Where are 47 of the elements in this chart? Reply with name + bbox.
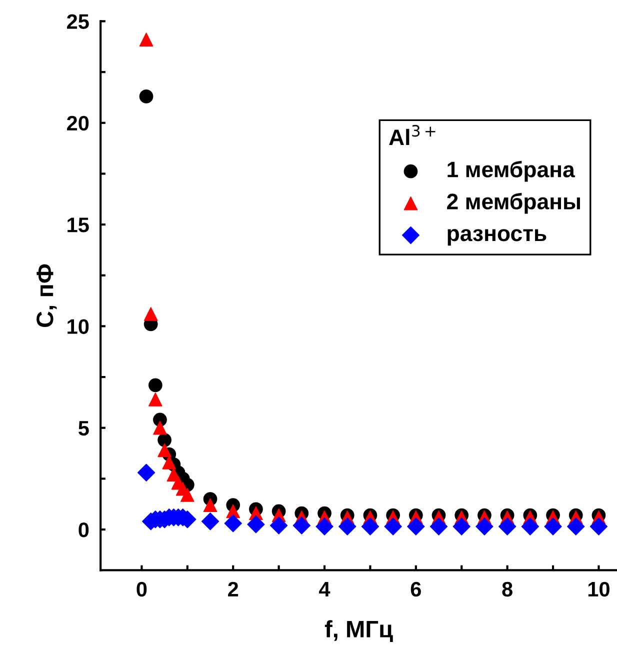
legend-label: разность xyxy=(448,229,546,246)
point xyxy=(139,90,154,104)
point xyxy=(567,518,585,536)
x-tick-label: 4 xyxy=(319,582,330,596)
point xyxy=(498,518,516,536)
x-tick-label: 6 xyxy=(410,582,421,597)
legend-title: Al$^{3+}$ xyxy=(389,124,436,145)
point xyxy=(153,420,167,435)
x-tick-label: 8 xyxy=(502,582,512,597)
point xyxy=(407,518,425,536)
y-tick-label: 20 xyxy=(67,116,89,131)
x-tick-label: 0 xyxy=(136,582,147,597)
point xyxy=(203,498,218,512)
y-tick-label: 0 xyxy=(78,522,89,538)
legend-label: 2 мембраны xyxy=(447,192,580,214)
x-tick-label: 10 xyxy=(588,582,610,597)
point xyxy=(247,516,265,534)
point xyxy=(139,32,154,46)
point xyxy=(476,518,494,536)
point xyxy=(201,512,220,530)
point xyxy=(162,455,176,470)
point xyxy=(158,443,172,458)
point xyxy=(148,392,162,406)
y-tick-label: 15 xyxy=(68,218,89,232)
y-tick-label: 10 xyxy=(68,319,89,334)
point xyxy=(384,518,402,536)
point xyxy=(338,518,356,536)
point xyxy=(361,518,380,536)
point xyxy=(292,516,311,534)
point xyxy=(144,307,158,321)
point xyxy=(180,488,194,502)
point xyxy=(452,518,470,536)
point xyxy=(521,518,540,536)
y-tick-label: 5 xyxy=(78,421,89,436)
y-tick-label: 25 xyxy=(67,14,89,29)
point xyxy=(430,518,448,536)
x-tick-label: 2 xyxy=(228,582,238,596)
x-axis-title: f, МГц xyxy=(324,620,393,642)
point xyxy=(137,464,156,482)
legend-label: 1 мембрана xyxy=(448,160,576,182)
point xyxy=(590,518,608,536)
point xyxy=(270,516,288,534)
point xyxy=(544,518,562,536)
point xyxy=(316,518,334,536)
point xyxy=(224,514,242,532)
point xyxy=(148,378,162,392)
y-axis-title: C, пФ xyxy=(36,264,57,328)
